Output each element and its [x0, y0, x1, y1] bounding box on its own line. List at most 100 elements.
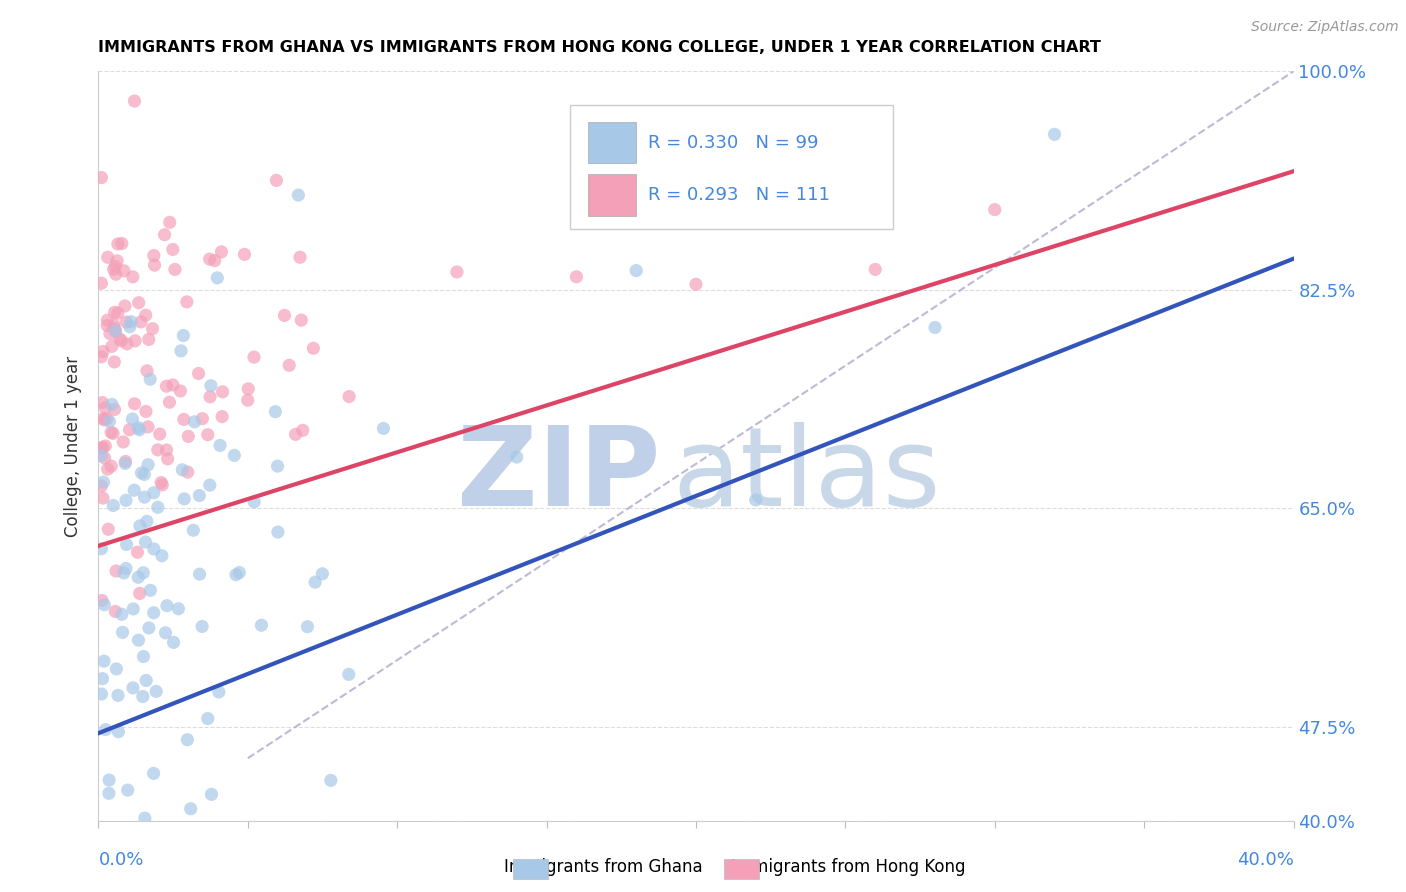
Point — [173, 491, 195, 506]
Point — [266, 173, 288, 187]
Point — [288, 250, 311, 264]
Point — [105, 253, 128, 268]
Point — [238, 382, 260, 396]
Text: Immigrants from Hong Kong: Immigrants from Hong Kong — [731, 858, 966, 876]
Point — [142, 766, 165, 780]
Point — [685, 277, 707, 292]
Point — [90, 687, 112, 701]
Point — [337, 667, 360, 681]
Point — [565, 269, 588, 284]
Point — [183, 415, 205, 429]
Point — [117, 783, 139, 797]
Point — [91, 672, 114, 686]
Point — [121, 269, 143, 284]
Point — [128, 423, 150, 437]
Point — [127, 421, 149, 435]
Point — [136, 420, 159, 434]
Point — [124, 94, 146, 108]
Point — [176, 294, 198, 309]
Point — [101, 426, 124, 441]
Point — [173, 412, 195, 426]
Point — [132, 690, 155, 704]
Point — [107, 689, 129, 703]
Point — [626, 263, 648, 277]
Point — [115, 537, 138, 551]
Point — [243, 495, 266, 509]
Point — [115, 337, 138, 351]
Point — [97, 250, 120, 264]
Point — [150, 549, 173, 563]
Point — [267, 524, 290, 539]
Point — [176, 732, 198, 747]
Point — [93, 413, 115, 427]
Text: 0.0%: 0.0% — [98, 851, 143, 869]
Point — [146, 442, 169, 457]
Point — [111, 607, 134, 622]
Point — [865, 262, 887, 277]
Point — [104, 260, 127, 274]
Point — [373, 421, 395, 435]
Point — [264, 405, 287, 419]
Point — [155, 379, 177, 393]
Point — [156, 451, 179, 466]
Point — [156, 599, 179, 613]
Point — [127, 570, 149, 584]
Point — [138, 621, 160, 635]
Point — [243, 350, 266, 364]
Point — [138, 333, 160, 347]
Point — [107, 237, 129, 252]
Point — [108, 332, 131, 346]
Point — [162, 635, 184, 649]
Point — [107, 306, 129, 320]
Point — [198, 390, 221, 404]
Point — [233, 247, 256, 261]
Point — [91, 441, 114, 455]
Point — [211, 409, 233, 424]
Point — [124, 334, 146, 348]
Point — [446, 265, 468, 279]
Point — [172, 463, 194, 477]
Point — [94, 723, 117, 737]
Point — [90, 479, 112, 493]
Point — [162, 243, 184, 257]
Point — [297, 620, 319, 634]
Point — [118, 319, 141, 334]
Point — [104, 267, 127, 281]
Point — [149, 427, 172, 442]
Point — [98, 773, 121, 788]
Point — [104, 324, 127, 338]
Text: atlas: atlas — [672, 423, 941, 530]
Point — [150, 478, 173, 492]
Point — [96, 412, 118, 426]
Point — [103, 262, 125, 277]
Point — [924, 320, 946, 334]
Point — [177, 429, 200, 443]
Point — [211, 244, 233, 259]
Point — [104, 322, 127, 336]
Point — [304, 575, 326, 590]
Point — [250, 618, 273, 632]
Point — [94, 401, 117, 415]
Point — [136, 458, 159, 472]
Point — [200, 788, 222, 802]
Point — [167, 601, 190, 615]
Point — [90, 449, 112, 463]
Point — [135, 535, 157, 549]
Point — [236, 393, 259, 408]
Point — [170, 343, 193, 358]
Point — [181, 523, 204, 537]
Point — [1043, 128, 1066, 142]
Point — [91, 344, 114, 359]
Text: ZIP: ZIP — [457, 423, 661, 530]
Point — [114, 299, 136, 313]
Point — [90, 277, 112, 291]
Point — [134, 490, 156, 504]
Point — [191, 411, 214, 425]
Point — [97, 786, 120, 800]
Point — [197, 427, 219, 442]
Point — [132, 649, 155, 664]
Text: R = 0.330   N = 99: R = 0.330 N = 99 — [648, 134, 818, 152]
Text: Source: ZipAtlas.com: Source: ZipAtlas.com — [1251, 20, 1399, 34]
Point — [506, 450, 529, 464]
Point — [98, 414, 121, 428]
